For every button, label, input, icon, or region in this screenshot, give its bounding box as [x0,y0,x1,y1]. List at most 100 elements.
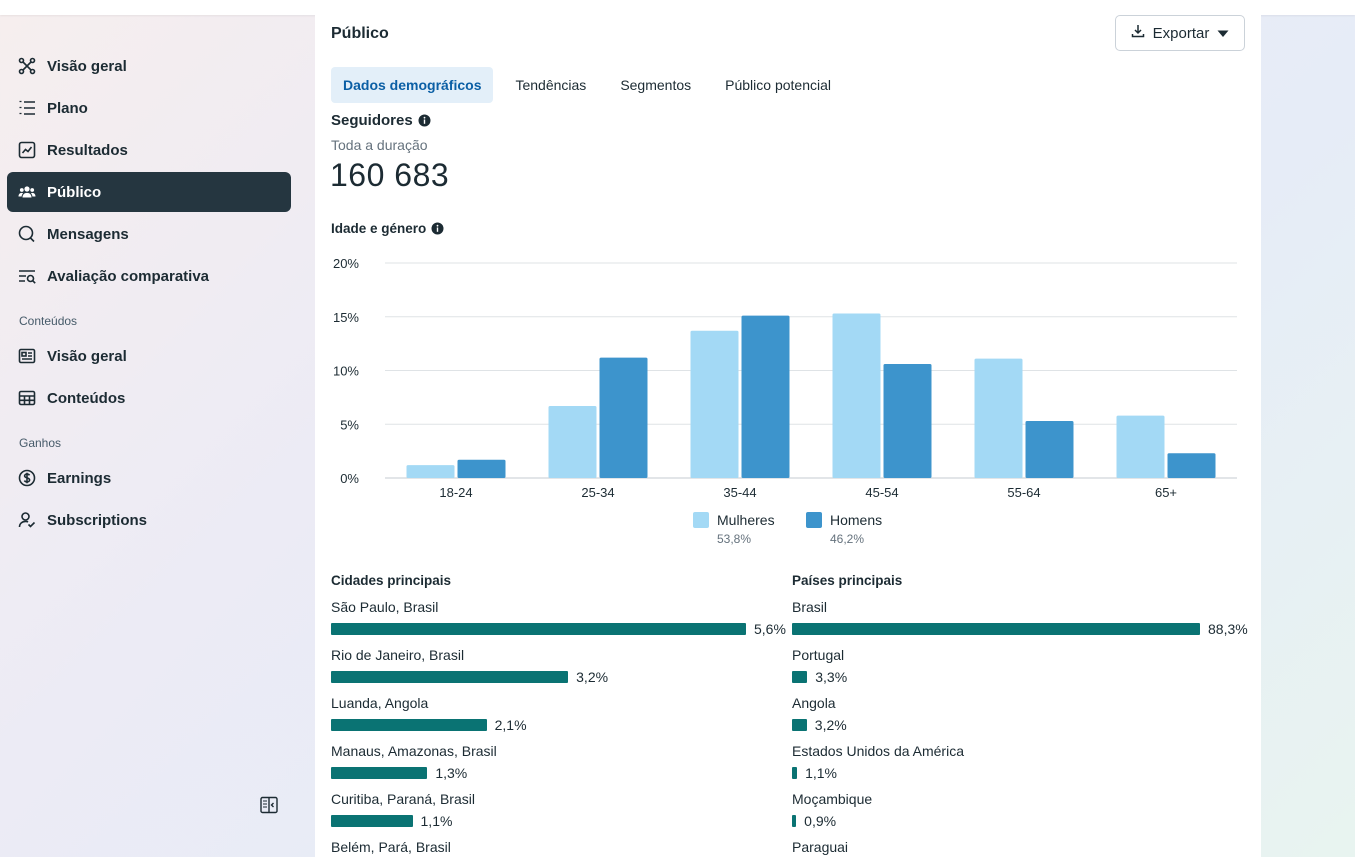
age-gender-heading: Idade e género [331,221,444,236]
sidebar-item-label: Público [47,183,102,201]
legend-women: Mulheres 53,8% [693,512,775,546]
x-tick-label: 18-24 [439,485,472,500]
tab-demographics[interactable]: Dados demográficos [331,67,494,103]
tab-segments[interactable]: Segmentos [620,77,692,93]
legend-share-men: 46,2% [830,532,865,546]
list-item-name: Curitiba, Paraná, Brasil [331,791,475,807]
list-icon [18,99,36,117]
info-icon[interactable] [431,222,444,235]
sidebar-item-plan[interactable]: Plano [7,88,291,128]
bar-men [457,459,506,478]
list-item-bar [331,671,569,683]
sidebar-item-label: Resultados [47,141,128,159]
list-item: Paraguai [792,839,848,857]
sidebar-item-contents[interactable]: Conteúdos [7,378,291,418]
list-item-bar [792,815,797,827]
tab-potential-audience[interactable]: Público potencial [725,77,831,93]
bar-men [883,364,932,478]
list-item-name: Manaus, Amazonas, Brasil [331,743,497,759]
list-item-value: 1,1% [805,765,837,781]
export-label: Exportar [1152,24,1210,42]
list-item: Angola 3,2% [792,695,847,743]
list-item-value: 88,3% [1208,621,1248,637]
main-card: Público Exportar Dados demográficos Tend… [315,15,1261,857]
tab-trends[interactable]: Tendências [515,77,587,93]
list-item: Portugal 3,3% [792,647,847,695]
list-item-name: Belém, Pará, Brasil [331,839,451,855]
list-item-bar [792,623,1200,635]
sidebar-item-subscriptions[interactable]: Subscriptions [7,500,291,540]
list-item-bar [792,719,807,731]
legend-swatch-men [806,512,822,528]
list-item-bar [331,719,487,731]
sidebar-item-label: Conteúdos [47,389,126,407]
bar-men [1025,421,1074,478]
list-item-bar [792,671,808,683]
followers-title: Seguidores [331,112,413,129]
caret-down-icon [1217,25,1229,42]
sidebar-item-audience[interactable]: Público [7,172,291,212]
benchmark-icon [18,267,36,285]
bar-women [690,330,739,478]
followers-count: 160 683 [330,157,450,193]
x-tick-label: 25-34 [581,485,614,500]
sidebar: Visão geral Plano Resultados Público Men… [0,15,300,857]
collapse-sidebar-button[interactable] [259,796,279,819]
list-item-name: Portugal [792,647,845,663]
chat-icon [18,225,36,243]
section-label-earnings: Ganhos [19,436,62,450]
list-item: Moçambique 0,9% [792,791,872,839]
list-item: Luanda, Angola 2,1% [331,695,527,743]
chart-line-icon [18,141,36,159]
sidebar-item-messages[interactable]: Mensagens [7,214,291,254]
x-tick-label: 45-54 [865,485,898,500]
sidebar-item-earnings[interactable]: Earnings [7,458,291,498]
y-tick-label: 10% [333,364,359,379]
sidebar-item-content-overview[interactable]: Visão geral [7,336,291,376]
bar-women [406,465,455,478]
y-tick-label: 0% [340,471,359,486]
bar-women [974,358,1023,478]
list-item: Estados Unidos da América 1,1% [792,743,964,791]
sidebar-item-label: Plano [47,99,88,117]
overview-icon [18,57,36,75]
list-item-value: 3,3% [815,669,848,685]
export-button[interactable]: Exportar [1115,15,1245,51]
people-icon [18,183,36,201]
sidebar-item-overview[interactable]: Visão geral [7,46,291,86]
bar-women [1116,415,1165,478]
y-tick-label: 20% [333,256,359,271]
list-item-name: Brasil [792,599,828,615]
x-tick-label: 35-44 [723,485,756,500]
list-item-name: Estados Unidos da América [792,743,964,759]
followers-heading: Seguidores [331,112,431,129]
list-item-bar [331,623,746,635]
list-item: Curitiba, Paraná, Brasil 1,1% [331,791,475,839]
sidebar-item-label: Mensagens [47,225,129,243]
sidebar-item-label: Earnings [47,469,112,487]
list-item-value: 1,1% [420,813,453,829]
list-item-bar [792,767,798,779]
list-item-value: 3,2% [576,669,609,685]
list-item-bar [331,767,428,779]
followers-period: Toda a duração [331,137,428,153]
sidebar-item-benchmark[interactable]: Avaliação comparativa [7,256,291,296]
bar-men [741,315,790,478]
subscriptions-icon [18,511,36,529]
sidebar-item-results[interactable]: Resultados [7,130,291,170]
info-icon[interactable] [418,114,431,127]
list-item-value: 3,2% [814,717,847,733]
list-item-value: 1,3% [435,765,468,781]
list-item: Rio de Janeiro, Brasil 3,2% [331,647,608,695]
collapse-sidebar-icon [260,796,278,819]
list-item: São Paulo, Brasil 5,6% [331,599,786,647]
list-item-value: 2,1% [494,717,527,733]
x-tick-label: 55-64 [1007,485,1040,500]
list-item-name: Rio de Janeiro, Brasil [331,647,465,663]
list-item-name: Luanda, Angola [331,695,429,711]
list-item: Brasil 88,3% [792,599,1248,647]
list-item-name: Angola [792,695,836,711]
y-tick-label: 5% [340,417,359,432]
age-gender-title: Idade e género [331,221,427,236]
y-tick-label: 15% [333,310,359,325]
